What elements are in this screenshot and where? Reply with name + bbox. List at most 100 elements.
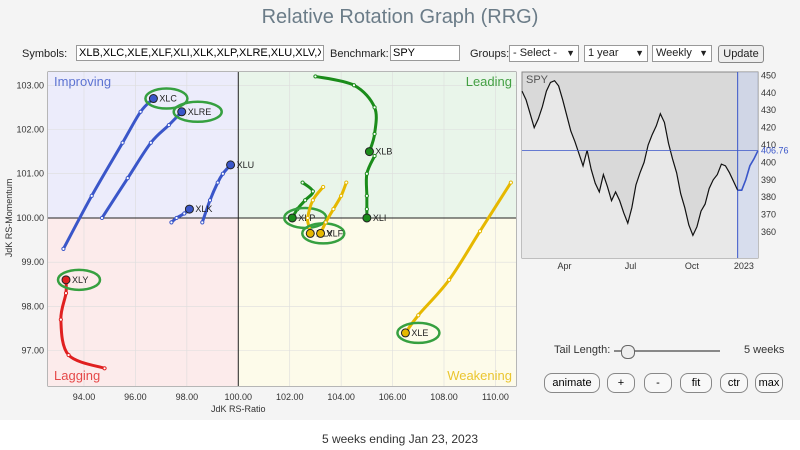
quadrant-label-lagging: Lagging (54, 368, 100, 383)
rrg-y-tick-label: 102.00 (16, 124, 44, 134)
control-button-4[interactable]: ctr (720, 373, 748, 393)
tail-point-xly (66, 352, 71, 358)
tail-point-xlp (310, 189, 315, 194)
tail-point-xle (447, 277, 452, 282)
tail-point-xlb (372, 131, 377, 137)
tail-point-xlc (61, 246, 66, 252)
tail-length-slider[interactable] (620, 345, 635, 359)
tail-point-xlk (182, 211, 187, 216)
benchmark-input[interactable] (390, 45, 460, 61)
period-select[interactable]: 1 year ▼ (584, 45, 648, 62)
series-label-xli: XLI (373, 213, 387, 223)
spy-x-tick-label: Jul (625, 261, 637, 271)
head-marker-xlp[interactable] (287, 213, 297, 223)
rrg-x-tick-label: 94.00 (73, 392, 96, 402)
control-button-1[interactable]: + (607, 373, 635, 393)
chevron-down-icon: ▼ (635, 48, 644, 58)
tail-point-xly (102, 366, 107, 371)
update-button[interactable]: Update (718, 45, 764, 63)
tail-point-xlv (305, 215, 310, 221)
tail-point-xlf (331, 206, 336, 212)
rrg-y-tick-label: 97.00 (21, 346, 44, 356)
groups-select[interactable]: - Select - ▼ (509, 45, 579, 62)
tail-point-xlb (351, 83, 357, 88)
highlight-ring-xly (56, 268, 102, 292)
rrg-x-tick-label: 100.00 (225, 392, 253, 402)
head-marker-xlu[interactable] (226, 160, 236, 170)
tail-point-xlp (300, 180, 305, 185)
tail-point-xlre (125, 176, 130, 181)
spy-y-tick-label: 370 (761, 210, 776, 220)
quadrant-leading (238, 72, 517, 218)
page-title: Relative Rotation Graph (RRG) (261, 6, 539, 28)
spy-chart-title: SPY (526, 74, 549, 86)
rrg-x-tick-label: 108.00 (430, 392, 458, 402)
highlight-ring-xlv (301, 222, 346, 245)
tail-point-xlv (310, 198, 315, 203)
series-label-xlc: XLC (159, 94, 177, 104)
control-button-5[interactable]: max (755, 373, 783, 393)
symbols-label: Symbols: (22, 48, 68, 60)
spy-y-tick-label: 360 (761, 227, 776, 237)
tail-point-xly (58, 317, 63, 322)
rrg-x-tick-label: 98.00 (176, 392, 199, 402)
quadrant-lagging (48, 217, 239, 386)
quadrant-label-weakening: Weakening (447, 368, 512, 383)
control-button-2[interactable]: - (644, 373, 672, 393)
spy-price-line-recent (737, 150, 759, 192)
spy-y-tick-label: 440 (761, 88, 776, 98)
head-marker-xle[interactable] (400, 328, 410, 338)
tail-point-xlf (344, 180, 349, 185)
tail-length-label: Tail Length: (554, 344, 611, 356)
rrg-y-tick-label: 103.00 (16, 80, 44, 90)
series-label-xlu: XLU (237, 160, 255, 170)
rrg-y-tick-label: 100.00 (16, 213, 44, 223)
control-button-3[interactable]: fit (680, 373, 712, 393)
head-marker-xli[interactable] (362, 213, 372, 223)
head-marker-xlk[interactable] (184, 204, 194, 214)
chevron-down-icon: ▼ (699, 48, 708, 58)
period-select-value: 1 year (588, 47, 619, 59)
chevron-down-icon: ▼ (566, 48, 575, 58)
head-marker-xlre[interactable] (177, 107, 187, 117)
head-marker-xlc[interactable] (148, 94, 158, 104)
frequency-select-value: Weekly (656, 47, 692, 59)
series-label-xlf: XLF (327, 228, 344, 238)
frequency-select[interactable]: Weekly ▼ (652, 45, 712, 62)
tail-point-xlp (303, 198, 308, 203)
tail-point-xlb (372, 105, 377, 110)
groups-select-value: - Select - (513, 47, 558, 59)
rrg-y-tick-label: 99.00 (21, 257, 44, 267)
rrg-x-tick-label: 96.00 (124, 392, 147, 402)
head-marker-xlv[interactable] (305, 228, 315, 238)
control-button-0[interactable]: animate (544, 373, 600, 393)
rrg-x-axis-label: JdK RS-Ratio (211, 404, 266, 414)
series-label-xlk: XLK (195, 204, 212, 214)
tail-point-xle (508, 180, 513, 185)
spy-y-tick-label: 450 (761, 70, 776, 80)
spy-y-tick-label: 390 (761, 175, 776, 185)
head-marker-xlb[interactable] (364, 147, 374, 157)
spy-y-tick-label: 400 (761, 157, 776, 167)
spy-x-tick-label: Oct (685, 261, 700, 271)
head-marker-xlf[interactable] (316, 228, 326, 238)
footer-caption: 5 weeks ending Jan 23, 2023 (321, 432, 479, 446)
footer-bar (0, 420, 800, 450)
rrg-x-tick-label: 106.00 (379, 392, 407, 402)
tail-point-xle (477, 229, 483, 234)
symbols-input[interactable] (76, 45, 324, 61)
series-label-xlb: XLB (375, 147, 392, 157)
tail-length-control: Tail Length: 5 weeks (554, 342, 790, 360)
tail-point-xlv (321, 184, 326, 190)
spy-y-tick-label: 410 (761, 140, 776, 150)
tail-point-xli (364, 193, 369, 198)
head-marker-xly[interactable] (61, 275, 71, 285)
rrg-y-tick-label: 101.00 (16, 169, 44, 179)
spy-last-value-label: 406.76 (761, 146, 789, 156)
tail-point-xlre (99, 215, 105, 221)
tail-length-value: 5 weeks (744, 344, 785, 356)
quadrant-improving (48, 72, 239, 218)
series-label-xly: XLY (72, 275, 88, 285)
benchmark-label: Benchmark: (330, 48, 389, 60)
highlight-ring-xle (396, 321, 441, 345)
